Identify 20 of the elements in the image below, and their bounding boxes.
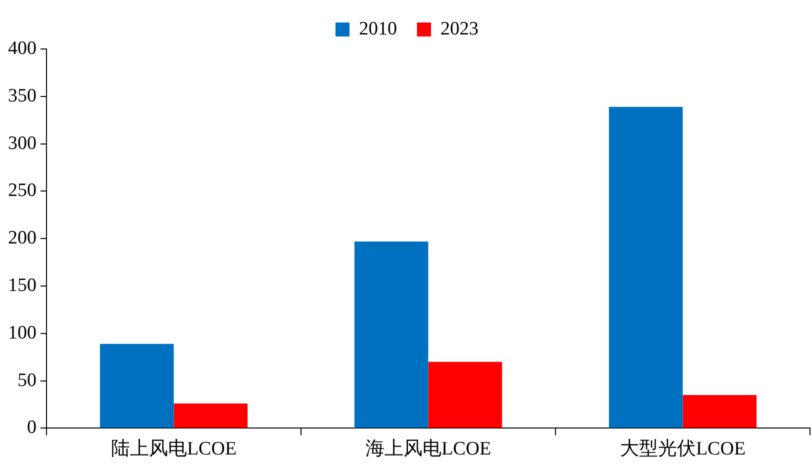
y-tick-label: 200 — [8, 228, 36, 249]
x-tick-label: 大型光伏LCOE — [620, 438, 746, 460]
legend-label: 2010 — [359, 18, 397, 40]
y-tick-label: 400 — [8, 38, 36, 59]
x-tick-label: 海上风电LCOE — [365, 438, 492, 460]
y-tick-label: 250 — [8, 180, 36, 202]
y-tick-label: 350 — [8, 85, 36, 106]
bar — [174, 404, 248, 428]
y-tick-label: 50 — [18, 370, 36, 391]
bar — [100, 344, 174, 428]
y-tick-label: 300 — [8, 132, 36, 154]
x-tick-label: 陆上风电LCOE — [110, 438, 237, 460]
bar — [428, 362, 502, 428]
y-tick-label: 150 — [8, 274, 36, 296]
bar — [354, 241, 428, 428]
y-tick-label: 0 — [27, 417, 36, 438]
legend-label: 2023 — [440, 18, 478, 40]
y-tick-label: 100 — [8, 322, 36, 344]
bar — [682, 395, 757, 428]
bar — [608, 106, 683, 428]
